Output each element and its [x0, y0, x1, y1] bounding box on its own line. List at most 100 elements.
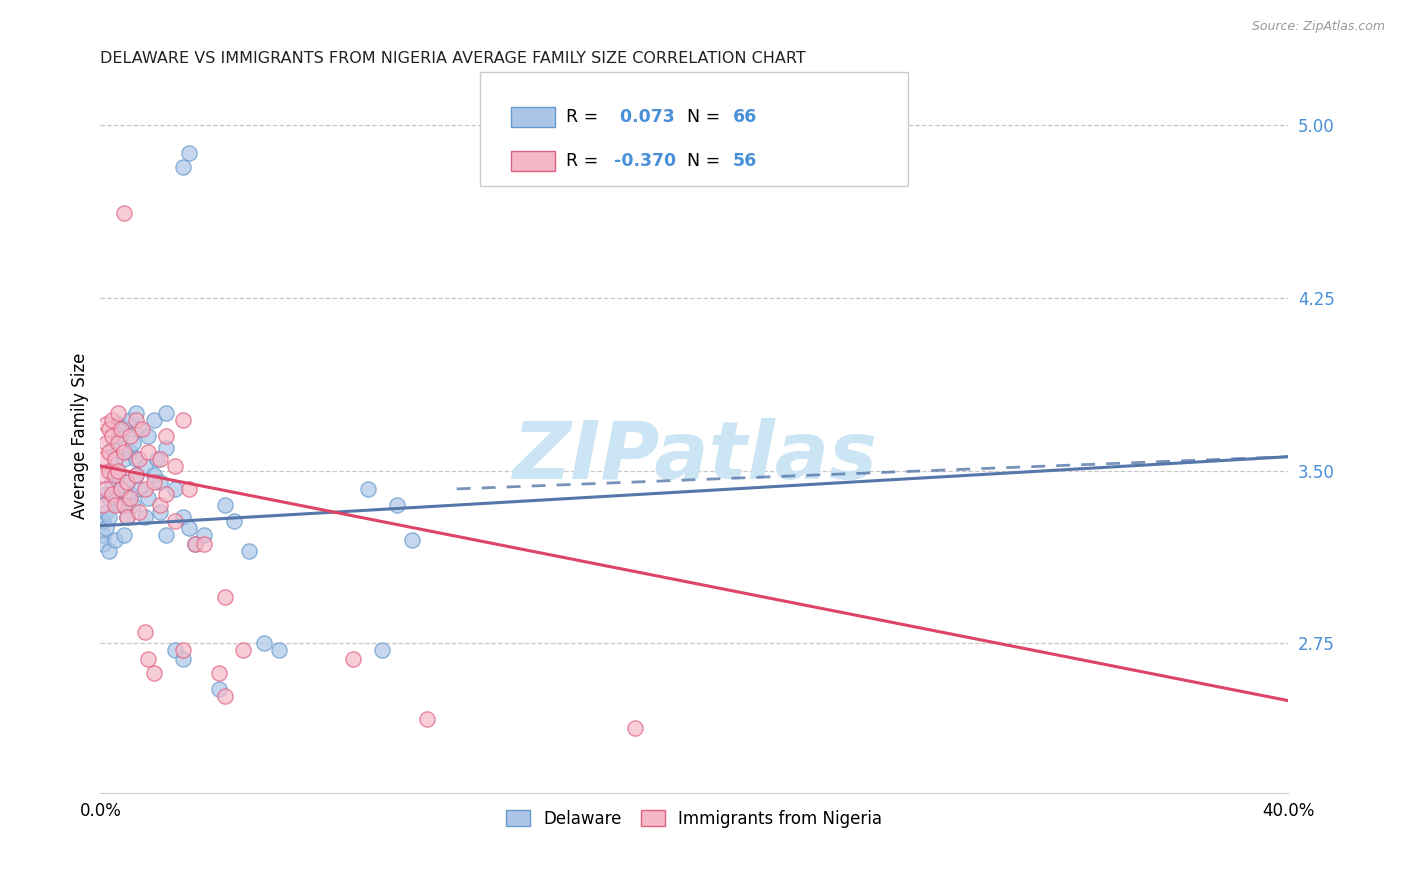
Point [155, 429, 177, 443]
Point [118, 429, 141, 443]
Point [128, 482, 150, 496]
Point [98, 422, 121, 436]
Point [134, 482, 156, 496]
Point [98, 491, 121, 505]
Point [232, 643, 254, 657]
Point [267, 643, 290, 657]
Point [98, 463, 121, 477]
Point [101, 475, 124, 489]
Point [193, 537, 215, 551]
Point [112, 528, 135, 542]
Point [371, 643, 394, 657]
Point [173, 160, 195, 174]
Point [112, 206, 135, 220]
Point [253, 636, 276, 650]
Point [163, 643, 186, 657]
Point [104, 491, 127, 505]
Point [96, 521, 118, 535]
Point [110, 422, 132, 436]
Point [122, 498, 145, 512]
Point [96, 486, 118, 500]
Point [142, 665, 165, 680]
Point [214, 498, 236, 512]
Point [136, 491, 159, 505]
Point [193, 528, 215, 542]
Point [142, 475, 165, 489]
Point [101, 413, 124, 427]
Text: R =: R = [567, 153, 605, 170]
Point [136, 429, 159, 443]
Point [149, 475, 172, 489]
Point [125, 406, 148, 420]
Text: N =: N = [676, 153, 725, 170]
Point [134, 458, 156, 473]
Point [110, 498, 132, 512]
Point [222, 514, 245, 528]
Point [155, 406, 177, 420]
Point [128, 422, 150, 436]
Point [104, 533, 127, 547]
Point [107, 436, 129, 450]
Point [91, 528, 114, 542]
Text: ZIPatlas: ZIPatlas [512, 418, 877, 497]
Point [110, 482, 132, 496]
Point [91, 498, 114, 512]
Point [101, 463, 124, 477]
Point [125, 468, 148, 483]
Point [163, 458, 186, 473]
Point [342, 652, 364, 666]
Point [96, 505, 118, 519]
Point [173, 413, 195, 427]
Point [128, 452, 150, 467]
Text: DELAWARE VS IMMIGRANTS FROM NIGERIA AVERAGE FAMILY SIZE CORRELATION CHART: DELAWARE VS IMMIGRANTS FROM NIGERIA AVER… [100, 51, 806, 66]
Point [173, 652, 195, 666]
Point [122, 436, 145, 450]
Point [163, 482, 186, 496]
Point [173, 509, 195, 524]
Point [104, 498, 127, 512]
Point [134, 509, 156, 524]
FancyBboxPatch shape [512, 152, 554, 171]
Point [128, 505, 150, 519]
Text: N =: N = [676, 108, 725, 127]
Text: 56: 56 [733, 153, 756, 170]
Point [118, 486, 141, 500]
Text: Source: ZipAtlas.com: Source: ZipAtlas.com [1251, 20, 1385, 33]
Point [110, 482, 132, 496]
FancyBboxPatch shape [512, 107, 554, 128]
Point [208, 682, 231, 697]
Point [118, 445, 141, 459]
Point [101, 429, 124, 443]
Point [112, 422, 135, 436]
Point [238, 544, 260, 558]
Point [125, 452, 148, 467]
Point [104, 452, 127, 467]
Point [98, 445, 121, 459]
Y-axis label: Average Family Size: Average Family Size [72, 353, 89, 519]
Point [149, 498, 172, 512]
Point [125, 413, 148, 427]
Point [112, 498, 135, 512]
Point [101, 441, 124, 455]
Point [107, 417, 129, 432]
Point [118, 491, 141, 505]
Point [184, 537, 207, 551]
Point [98, 509, 121, 524]
Point [112, 452, 135, 467]
Point [96, 482, 118, 496]
Point [208, 665, 231, 680]
Point [356, 482, 378, 496]
Point [125, 468, 148, 483]
Point [91, 468, 114, 483]
Point [179, 482, 201, 496]
Point [96, 417, 118, 432]
Point [416, 712, 439, 726]
Point [104, 452, 127, 467]
Point [387, 498, 409, 512]
Point [98, 544, 121, 558]
Point [112, 445, 135, 459]
Point [115, 509, 138, 524]
Point [179, 521, 201, 535]
Text: 66: 66 [733, 108, 756, 127]
Point [142, 468, 165, 483]
